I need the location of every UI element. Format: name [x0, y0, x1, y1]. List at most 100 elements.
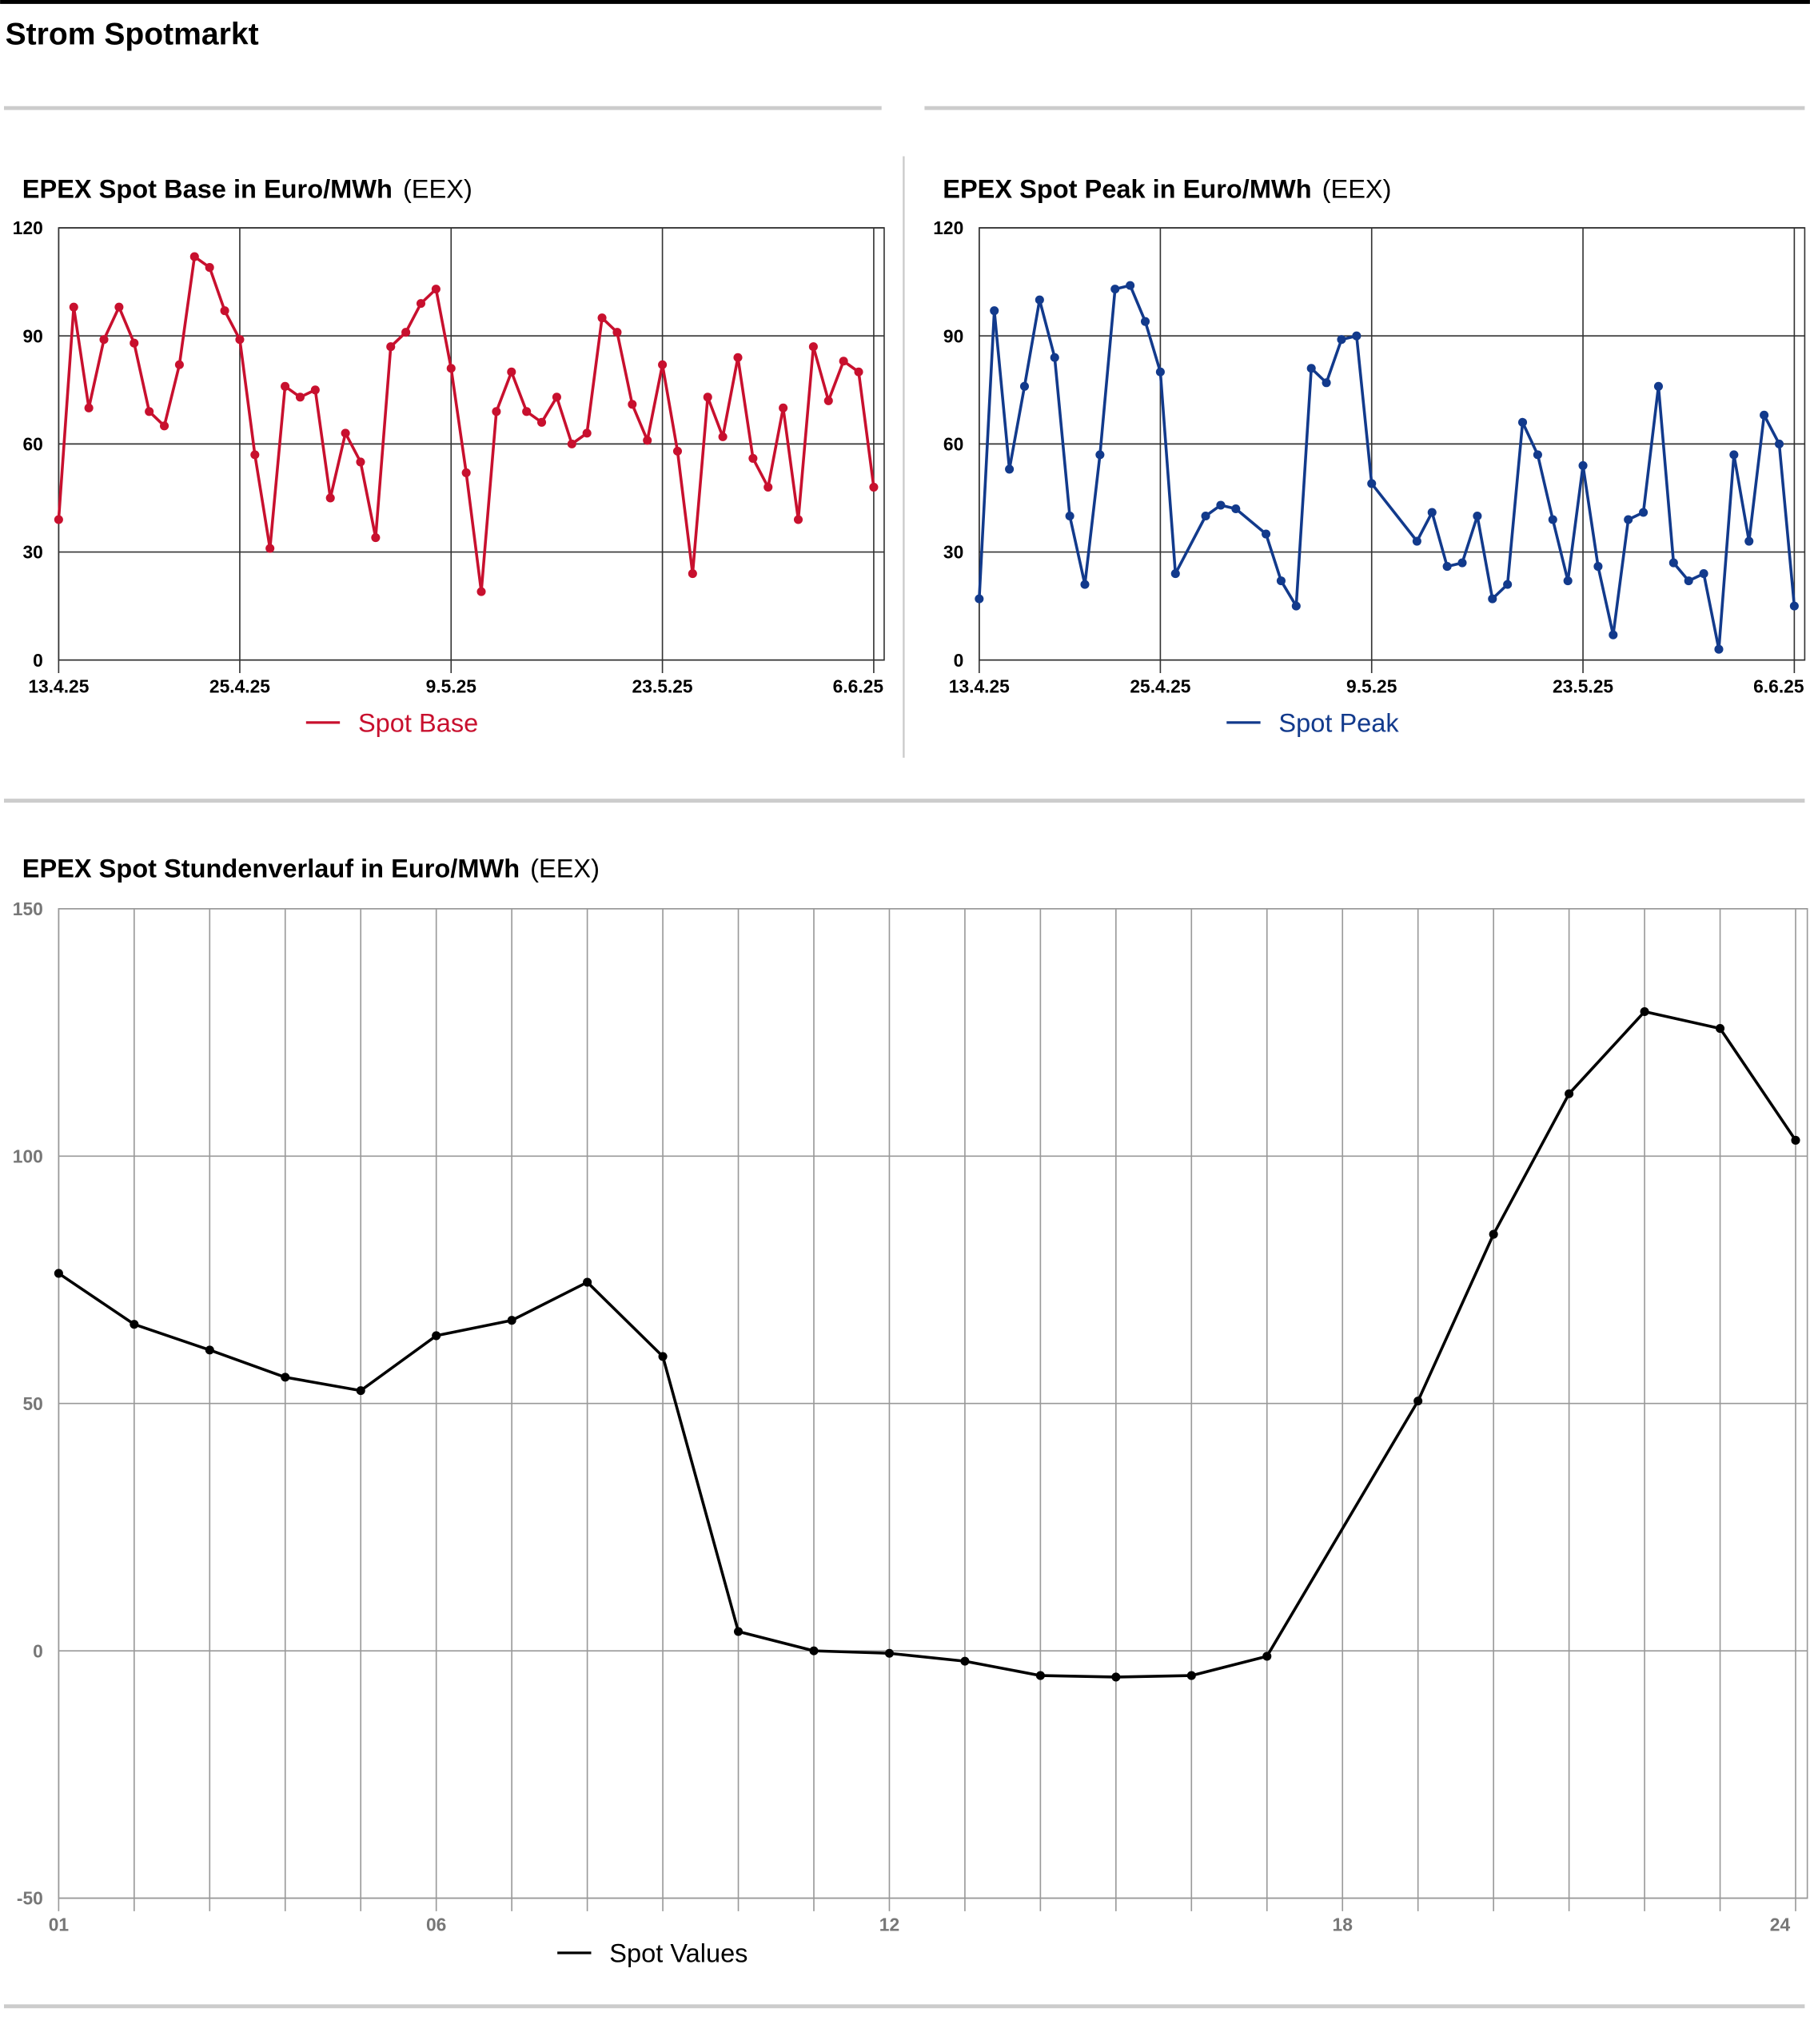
series-segment [736, 356, 755, 460]
data-point [1019, 381, 1030, 391]
data-point [1668, 558, 1678, 568]
series-segment [811, 345, 831, 403]
data-point [1563, 576, 1573, 586]
y-tick-label: 30 [943, 542, 963, 563]
data-point [1095, 450, 1105, 460]
series-segment [645, 363, 664, 442]
chart-title-main: EPEX Spot Peak in Euro/MWh [943, 175, 1311, 204]
series-segment [1536, 453, 1555, 521]
series-segment [1416, 1233, 1495, 1403]
series-segment [1430, 511, 1449, 568]
data-point [507, 367, 516, 377]
data-point [431, 285, 441, 294]
series-segment [1612, 518, 1630, 636]
data-point [1216, 500, 1226, 510]
data-point [1488, 594, 1497, 604]
plot-frame [58, 907, 1808, 1899]
data-point [884, 1648, 894, 1658]
series-segment [1581, 464, 1600, 568]
series-segment [509, 370, 528, 413]
data-point [1005, 464, 1015, 474]
x-tick-label: 25.4.25 [209, 675, 270, 696]
y-tick-label: 150 [13, 898, 43, 919]
data-point [1442, 562, 1452, 572]
data-point [1110, 285, 1120, 294]
data-point [205, 1345, 214, 1355]
plot-frame [979, 227, 1806, 661]
series-segment [238, 337, 257, 456]
series-segment [857, 370, 875, 489]
data-point [1035, 1671, 1045, 1680]
data-point [1774, 439, 1784, 448]
chart-title: EPEX Spot Base in Euro/MWh (EEX) [22, 175, 472, 204]
data-point [1140, 317, 1150, 326]
x-tick-label: 13.4.25 [949, 675, 1010, 696]
series-segment [253, 453, 272, 550]
x-tick-label: 9.5.25 [1346, 675, 1397, 696]
data-point [809, 1646, 819, 1656]
y-tick-label: 120 [933, 217, 963, 238]
data-point [265, 544, 275, 553]
series-segment [449, 366, 468, 475]
data-point [1593, 562, 1603, 572]
series-segment [1265, 1399, 1420, 1658]
data-point [1744, 536, 1754, 546]
data-point [839, 357, 848, 366]
data-point [1503, 580, 1513, 589]
series-segment [1174, 514, 1207, 576]
data-point [1716, 1024, 1725, 1034]
data-point [341, 428, 350, 438]
data-point [688, 569, 697, 579]
data-point [522, 407, 532, 416]
data-point [1609, 630, 1618, 639]
data-point [1170, 569, 1180, 579]
data-point [1760, 410, 1769, 420]
data-point [235, 335, 245, 345]
series-segment [118, 305, 136, 345]
data-point [960, 1656, 970, 1666]
series-segment [1023, 298, 1042, 388]
data-point [1337, 335, 1346, 345]
series-segment [736, 1630, 815, 1652]
data-point [1533, 450, 1542, 460]
data-point [1035, 295, 1044, 305]
series-segment [781, 406, 800, 521]
y-tick-label: -50 [17, 1888, 43, 1909]
series-segment [1098, 287, 1117, 456]
series-segment [978, 309, 996, 600]
data-point [401, 328, 411, 337]
data-point [869, 482, 879, 492]
series-segment [434, 287, 453, 370]
series-segment [676, 449, 695, 576]
data-point [1276, 576, 1286, 586]
series-segment [1234, 507, 1268, 536]
data-point [54, 1269, 63, 1278]
data-point [1352, 331, 1361, 341]
y-tick-label: 100 [13, 1146, 43, 1166]
series-segment [1762, 413, 1781, 446]
data-point [567, 439, 576, 448]
series-segment [1747, 413, 1766, 543]
data-point [281, 381, 290, 391]
y-tick-label: 0 [954, 650, 964, 671]
data-point [1517, 417, 1528, 427]
data-point [748, 453, 758, 463]
data-point [975, 594, 984, 604]
series-segment [1294, 366, 1313, 608]
series-segment [329, 432, 347, 500]
data-point [1413, 1397, 1423, 1406]
data-point [84, 403, 94, 412]
data-point [1050, 353, 1059, 362]
data-point [416, 299, 426, 309]
series-segment [1732, 453, 1751, 543]
data-point [1262, 529, 1271, 539]
legend-label: Spot Base [358, 708, 478, 737]
data-point [325, 493, 335, 503]
series-segment [283, 1376, 363, 1393]
series-segment [1279, 579, 1298, 608]
series-segment [1415, 511, 1434, 543]
data-point [612, 328, 622, 337]
series-segment [1325, 337, 1343, 384]
data-point [99, 335, 109, 345]
x-tick-label: 25.4.25 [1130, 675, 1190, 696]
